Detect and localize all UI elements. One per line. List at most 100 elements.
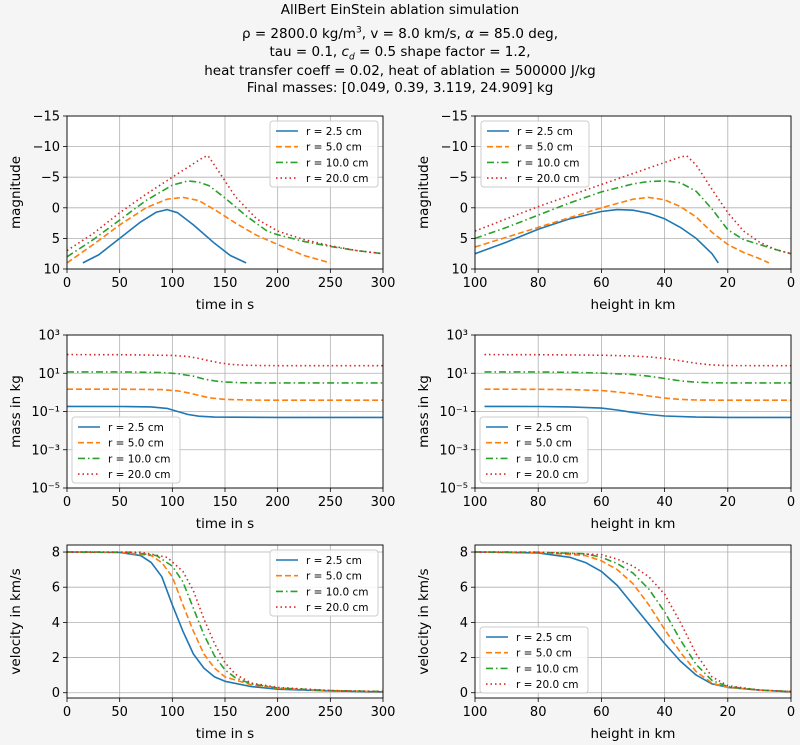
legend-label: r = 10.0 cm	[108, 453, 171, 465]
x-tick-label: 60	[593, 705, 610, 720]
series-line-1	[67, 551, 383, 693]
x-axis-label: height in km	[591, 726, 676, 742]
y-tick-label: 10³	[38, 329, 60, 344]
x-tick-label: 60	[593, 276, 610, 291]
y-tick-label: 8	[460, 546, 468, 561]
x-tick-label: 0	[63, 276, 71, 291]
legend: r = 2.5 cm r = 5.0 cm r = 10.0 cm r = 20.0 …	[479, 416, 589, 484]
legend-label: r = 5.0 cm	[108, 438, 164, 450]
series-line-4	[475, 551, 791, 693]
x-tick-label: 60	[593, 495, 610, 510]
x-axis-label: height in km	[591, 297, 676, 313]
legend-label: r = 20.0 cm	[306, 602, 369, 614]
x-tick-label: 80	[530, 495, 547, 510]
y-tick-label: 6	[460, 581, 468, 596]
x-axis-label: height in km	[591, 516, 676, 532]
x-tick-label: 0	[63, 495, 71, 510]
x-tick-label: 100	[463, 705, 488, 720]
x-tick-label: 0	[787, 276, 795, 291]
x-tick-label: 20	[720, 495, 737, 510]
x-tick-label: 100	[160, 705, 185, 720]
legend-label: r = 10.0 cm	[516, 453, 579, 465]
legend-label: r = 2.5 cm	[516, 632, 572, 644]
y-tick-label: 0	[460, 201, 468, 216]
x-tick-label: 150	[213, 276, 238, 291]
y-tick-label: 10⁻³	[31, 443, 60, 458]
y-tick-label: 4	[460, 616, 468, 631]
y-tick-label: 2	[460, 651, 468, 666]
legend: r = 2.5 cm r = 5.0 cm r = 10.0 cm r = 20.0 …	[71, 416, 181, 484]
subplot-2: 100 80 60 40 20 0 10 5 0 −5 −10 −15 height in km magn…	[416, 110, 795, 314]
x-tick-label: 40	[656, 705, 673, 720]
y-axis-label: mass in kg	[416, 375, 432, 448]
series-line-1	[475, 551, 791, 693]
series-line-2	[475, 196, 770, 264]
y-tick-label: −15	[441, 110, 468, 125]
series-line-1	[484, 405, 791, 419]
series-line-1	[67, 405, 383, 419]
x-tick-label: 200	[265, 495, 290, 510]
y-tick-label: 10¹	[38, 367, 60, 382]
series-line-1	[82, 208, 247, 264]
legend-label: r = 10.0 cm	[516, 663, 579, 675]
x-tick-label: 100	[160, 495, 185, 510]
series-line-3	[67, 180, 383, 258]
title-line-2: ρ = 2800.0 kg/m3, v = 8.0 km/s, α = 85.0…	[241, 25, 559, 42]
y-tick-label: −5	[41, 171, 60, 186]
y-tick-label: 10⁻³	[439, 443, 468, 458]
y-tick-label: 0	[52, 686, 60, 701]
legend-label: r = 5.0 cm	[517, 142, 573, 154]
legend-label: r = 2.5 cm	[517, 126, 573, 138]
y-tick-label: 10	[451, 263, 468, 278]
y-tick-label: −5	[449, 171, 468, 186]
x-tick-label: 250	[318, 705, 343, 720]
axes-frame	[474, 544, 792, 699]
x-axis-label: time in s	[196, 516, 254, 532]
series-line-3	[475, 180, 791, 255]
y-tick-label: 10³	[446, 329, 468, 344]
y-tick-label: 10⁻¹	[31, 405, 60, 420]
legend-label: r = 20.0 cm	[517, 173, 580, 185]
series-line-4	[475, 155, 791, 255]
legend: r = 2.5 cm r = 5.0 cm r = 10.0 cm r = 20.0 …	[269, 120, 379, 188]
y-tick-label: 6	[52, 581, 60, 596]
series-line-2	[475, 551, 791, 693]
legend-box	[479, 416, 589, 484]
y-tick-label: 10⁻¹	[439, 405, 468, 420]
legend-box	[269, 120, 379, 188]
x-tick-label: 50	[111, 705, 128, 720]
x-tick-label: 100	[463, 495, 488, 510]
legend-box	[71, 416, 181, 484]
x-tick-label: 200	[265, 276, 290, 291]
x-tick-label: 0	[787, 495, 795, 510]
x-tick-label: 300	[371, 495, 396, 510]
series-line-1	[475, 208, 719, 264]
legend-label: r = 20.0 cm	[516, 469, 579, 481]
x-axis-label: time in s	[196, 297, 254, 313]
y-axis-label: mass in kg	[8, 375, 24, 448]
y-tick-label: 10¹	[446, 367, 468, 382]
y-tick-label: −10	[441, 140, 468, 155]
legend-label: r = 5.0 cm	[516, 648, 572, 660]
title-line-1: AllBert EinStein ablation simulation	[280, 2, 520, 18]
title-line-3: tau = 0.1, cd = 0.5 shape factor = 1.2,	[269, 44, 531, 63]
y-tick-label: 2	[52, 651, 60, 666]
x-tick-label: 20	[720, 276, 737, 291]
x-tick-label: 250	[318, 495, 343, 510]
legend-box	[479, 626, 589, 694]
x-tick-label: 80	[530, 276, 547, 291]
x-tick-label: 100	[160, 276, 185, 291]
x-tick-label: 50	[111, 276, 128, 291]
y-tick-label: 5	[52, 232, 60, 247]
legend-label: r = 2.5 cm	[516, 422, 572, 434]
x-tick-label: 200	[265, 705, 290, 720]
x-tick-label: 20	[720, 705, 737, 720]
legend-box	[480, 120, 590, 188]
y-axis-label: magnitude	[8, 156, 24, 229]
legend-label: r = 10.0 cm	[306, 586, 369, 598]
legend: r = 2.5 cm r = 5.0 cm r = 10.0 cm r = 20.0 …	[480, 120, 590, 188]
legend-label: r = 2.5 cm	[306, 126, 362, 138]
x-tick-label: 50	[111, 495, 128, 510]
